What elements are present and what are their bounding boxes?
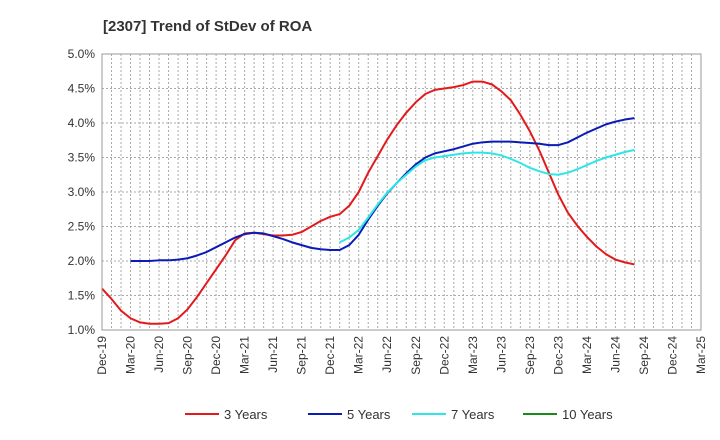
- x-tick-label: Mar-25: [694, 336, 708, 374]
- legend: 3 Years 5 Years 7 Years 10 Years: [185, 407, 613, 422]
- y-tick-label: 2.0%: [68, 254, 96, 268]
- series-line-7-years: [339, 148, 635, 244]
- x-tick-label: Sep-23: [523, 336, 537, 375]
- legend-label: 10 Years: [562, 407, 613, 422]
- legend-label: 5 Years: [347, 407, 391, 422]
- y-tick-label: 2.5%: [68, 220, 96, 234]
- y-tick-label: 1.5%: [68, 289, 96, 303]
- x-tick-label: Jun-21: [266, 336, 280, 373]
- x-tick-label: Dec-21: [323, 336, 337, 375]
- grid: [101, 53, 702, 331]
- x-tick-label: Dec-19: [95, 336, 109, 375]
- y-tick-label: 3.5%: [68, 151, 96, 165]
- x-tick-label: Sep-20: [181, 336, 195, 375]
- y-tick-label: 5.0%: [68, 47, 96, 61]
- x-tick-label: Jun-22: [380, 336, 394, 373]
- x-tick-label: Jun-23: [494, 336, 508, 373]
- y-tick-label: 1.0%: [68, 323, 96, 337]
- chart-title: [2307] Trend of StDev of ROA: [103, 18, 312, 35]
- y-tick-label: 4.0%: [68, 116, 96, 130]
- x-tick-label: Mar-21: [238, 336, 252, 374]
- x-tick-label: Dec-20: [209, 336, 223, 375]
- y-tick-label: 4.5%: [68, 82, 96, 96]
- x-tick-label: Jun-20: [152, 336, 166, 373]
- x-tick-label: Dec-24: [665, 336, 679, 375]
- series-line-3-years: [101, 80, 635, 325]
- y-tick-label: 3.0%: [68, 185, 96, 199]
- x-tick-label: Jun-24: [608, 336, 622, 373]
- x-tick-label: Mar-22: [352, 336, 366, 374]
- x-tick-label: Dec-23: [551, 336, 565, 375]
- x-tick-label: Mar-23: [466, 336, 480, 374]
- x-tick-label: Sep-24: [637, 336, 651, 375]
- legend-label: 3 Years: [224, 407, 268, 422]
- x-tick-label: Sep-22: [409, 336, 423, 375]
- series-lines: [101, 80, 635, 325]
- x-tick-label: Mar-20: [124, 336, 138, 374]
- x-tick-label: Sep-21: [295, 336, 309, 375]
- y-axis-ticks: 1.0% 1.5% 2.0% 2.5% 3.0% 3.5% 4.0% 4.5% 5.0%: [68, 47, 96, 337]
- legend-label: 7 Years: [451, 407, 495, 422]
- x-tick-label: Mar-24: [580, 336, 594, 374]
- x-tick-label: Dec-22: [437, 336, 451, 375]
- plot-area: [101, 53, 702, 331]
- x-axis-ticks: Dec-19 Mar-20 Jun-20 Sep-20 Dec-20 Mar-21 Jun-…: [95, 336, 708, 375]
